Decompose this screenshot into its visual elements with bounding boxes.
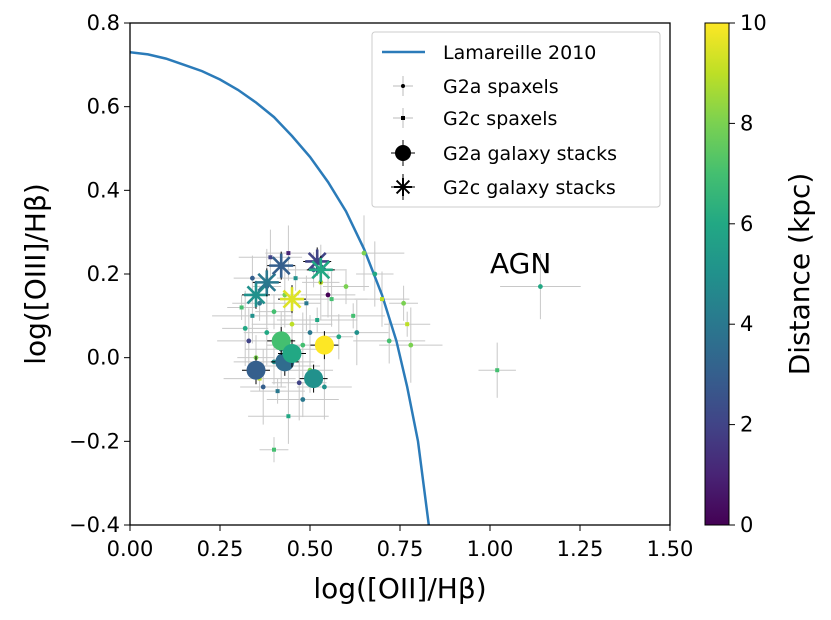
legend-label-g2c-spaxels: G2c spaxels xyxy=(443,108,557,130)
g2a-spaxel-point xyxy=(289,321,295,327)
x-tick-label: 1.50 xyxy=(647,537,694,561)
x-tick-label: 1.25 xyxy=(557,537,604,561)
g2c-spaxel-point xyxy=(286,414,291,419)
legend-box xyxy=(371,31,661,208)
lamareille-2010-curve xyxy=(130,51,431,525)
legend-label-g2a-spaxels: G2a spaxels xyxy=(443,76,559,98)
galaxy-stacks xyxy=(242,247,339,393)
x-tick-label: 0.00 xyxy=(107,537,154,561)
legend: Lamareille 2010 G2a spaxels G2c spaxels … xyxy=(371,31,661,208)
colorbar-ticks: 0 2 4 6 8 10 xyxy=(729,11,767,537)
g2c-stack-point xyxy=(305,249,330,274)
y-axis-ticks: −0.4 −0.2 0.0 0.2 0.4 0.6 0.8 xyxy=(69,11,130,537)
g2c-stack-point xyxy=(308,257,333,282)
g2a-spaxel-point xyxy=(271,309,277,315)
g2a-spaxel-point xyxy=(322,384,327,390)
g2a-stack-point xyxy=(246,360,266,380)
x-tick-label: 0.75 xyxy=(377,537,424,561)
g2a-stack-point xyxy=(271,331,291,351)
g2a-spaxel-point xyxy=(325,292,331,298)
legend-g2a-stack-swatch xyxy=(391,140,415,166)
g2a-spaxel-point xyxy=(242,325,248,331)
y-tick-label: 0.4 xyxy=(87,178,120,202)
g2c-spaxel-point xyxy=(293,276,298,281)
g2c-spaxel-point xyxy=(304,301,309,306)
g2a-spaxel-point xyxy=(372,271,378,277)
x-tick-label: 0.25 xyxy=(197,537,244,561)
x-tick-label: 0.50 xyxy=(287,537,334,561)
g2c-spaxel-point xyxy=(275,389,280,394)
g2a-spaxel-point xyxy=(336,334,342,340)
g2c-spaxel-point xyxy=(250,313,255,318)
g2a-spaxel-point xyxy=(354,330,360,335)
colorbar-tick-label: 10 xyxy=(740,11,767,35)
y-tick-label: 0.6 xyxy=(87,95,120,119)
legend-g2a-spaxel-swatch xyxy=(393,76,413,96)
g2a-spaxel-point xyxy=(538,284,543,289)
g2c-spaxel-point xyxy=(315,318,320,323)
g2c-stack-point xyxy=(280,287,304,312)
legend-label-lamareille: Lamareille 2010 xyxy=(443,42,596,64)
x-axis-label: log([OII]/Hβ) xyxy=(313,572,486,605)
y-tick-label: −0.2 xyxy=(69,429,120,453)
colorbar-tick-label: 6 xyxy=(740,212,753,236)
g2a-stack-point xyxy=(314,335,334,355)
g2c-spaxel-point xyxy=(286,251,291,256)
agn-annotation: AGN xyxy=(490,247,551,280)
g2a-spaxel-point xyxy=(246,338,252,344)
y-tick-label: 0.8 xyxy=(87,11,120,35)
colorbar-tick-label: 0 xyxy=(740,513,753,537)
x-tick-label: 1.00 xyxy=(467,537,514,561)
g2c-spaxel-point xyxy=(405,322,410,327)
g2c-stack-point xyxy=(244,282,268,307)
g2a-spaxel-point xyxy=(300,342,306,348)
colorbar-tick-label: 2 xyxy=(740,413,753,437)
g2a-spaxel-point xyxy=(250,275,255,281)
g2a-spaxel-point xyxy=(300,397,306,402)
g2c-spaxel-point xyxy=(495,368,500,373)
y-tick-label: −0.4 xyxy=(69,513,120,537)
y-tick-label: 0.2 xyxy=(87,262,120,286)
g2c-stack-point xyxy=(269,253,294,278)
legend-g2c-stack-swatch xyxy=(391,174,415,200)
g2a-stack-point xyxy=(304,369,324,389)
g2a-spaxel-point xyxy=(386,338,392,344)
y-axis-label: log([OIII]/Hβ) xyxy=(19,183,52,365)
g2c-spaxel-point xyxy=(329,297,334,302)
g2c-spaxel-point xyxy=(272,447,276,452)
y-tick-label: 0.0 xyxy=(87,346,120,370)
g2a-spaxel-point xyxy=(264,330,270,335)
g2c-spaxel-point xyxy=(351,313,356,318)
g2a-spaxel-point xyxy=(361,250,367,256)
g2c-spaxel-point xyxy=(268,255,273,260)
x-axis-ticks: 0.00 0.25 0.50 0.75 1.00 1.25 1.50 xyxy=(107,525,694,561)
legend-label-g2a-stacks: G2a galaxy stacks xyxy=(443,143,617,165)
g2c-spaxel-point xyxy=(239,305,244,310)
legend-g2c-spaxel-swatch xyxy=(393,108,413,128)
colorbar-tick-label: 4 xyxy=(740,312,753,336)
legend-label-g2c-stacks: G2c galaxy stacks xyxy=(443,177,616,199)
colorbar-tick-label: 8 xyxy=(740,111,753,135)
g2a-spaxel-point xyxy=(401,300,406,306)
g2a-spaxel-point xyxy=(343,284,349,289)
g2a-spaxel-point xyxy=(296,380,302,386)
g2a-spaxel-point xyxy=(257,300,262,306)
colorbar-label: Distance (kpc) xyxy=(783,173,816,376)
colorbar xyxy=(704,22,730,526)
g2c-spaxel-point xyxy=(380,297,384,302)
g2a-spaxel-point xyxy=(260,384,266,390)
g2a-stack-point xyxy=(282,343,302,363)
g2a-spaxel-point xyxy=(307,330,313,335)
g2c-stack-point xyxy=(254,270,279,295)
g2a-spaxel-point xyxy=(408,342,414,348)
